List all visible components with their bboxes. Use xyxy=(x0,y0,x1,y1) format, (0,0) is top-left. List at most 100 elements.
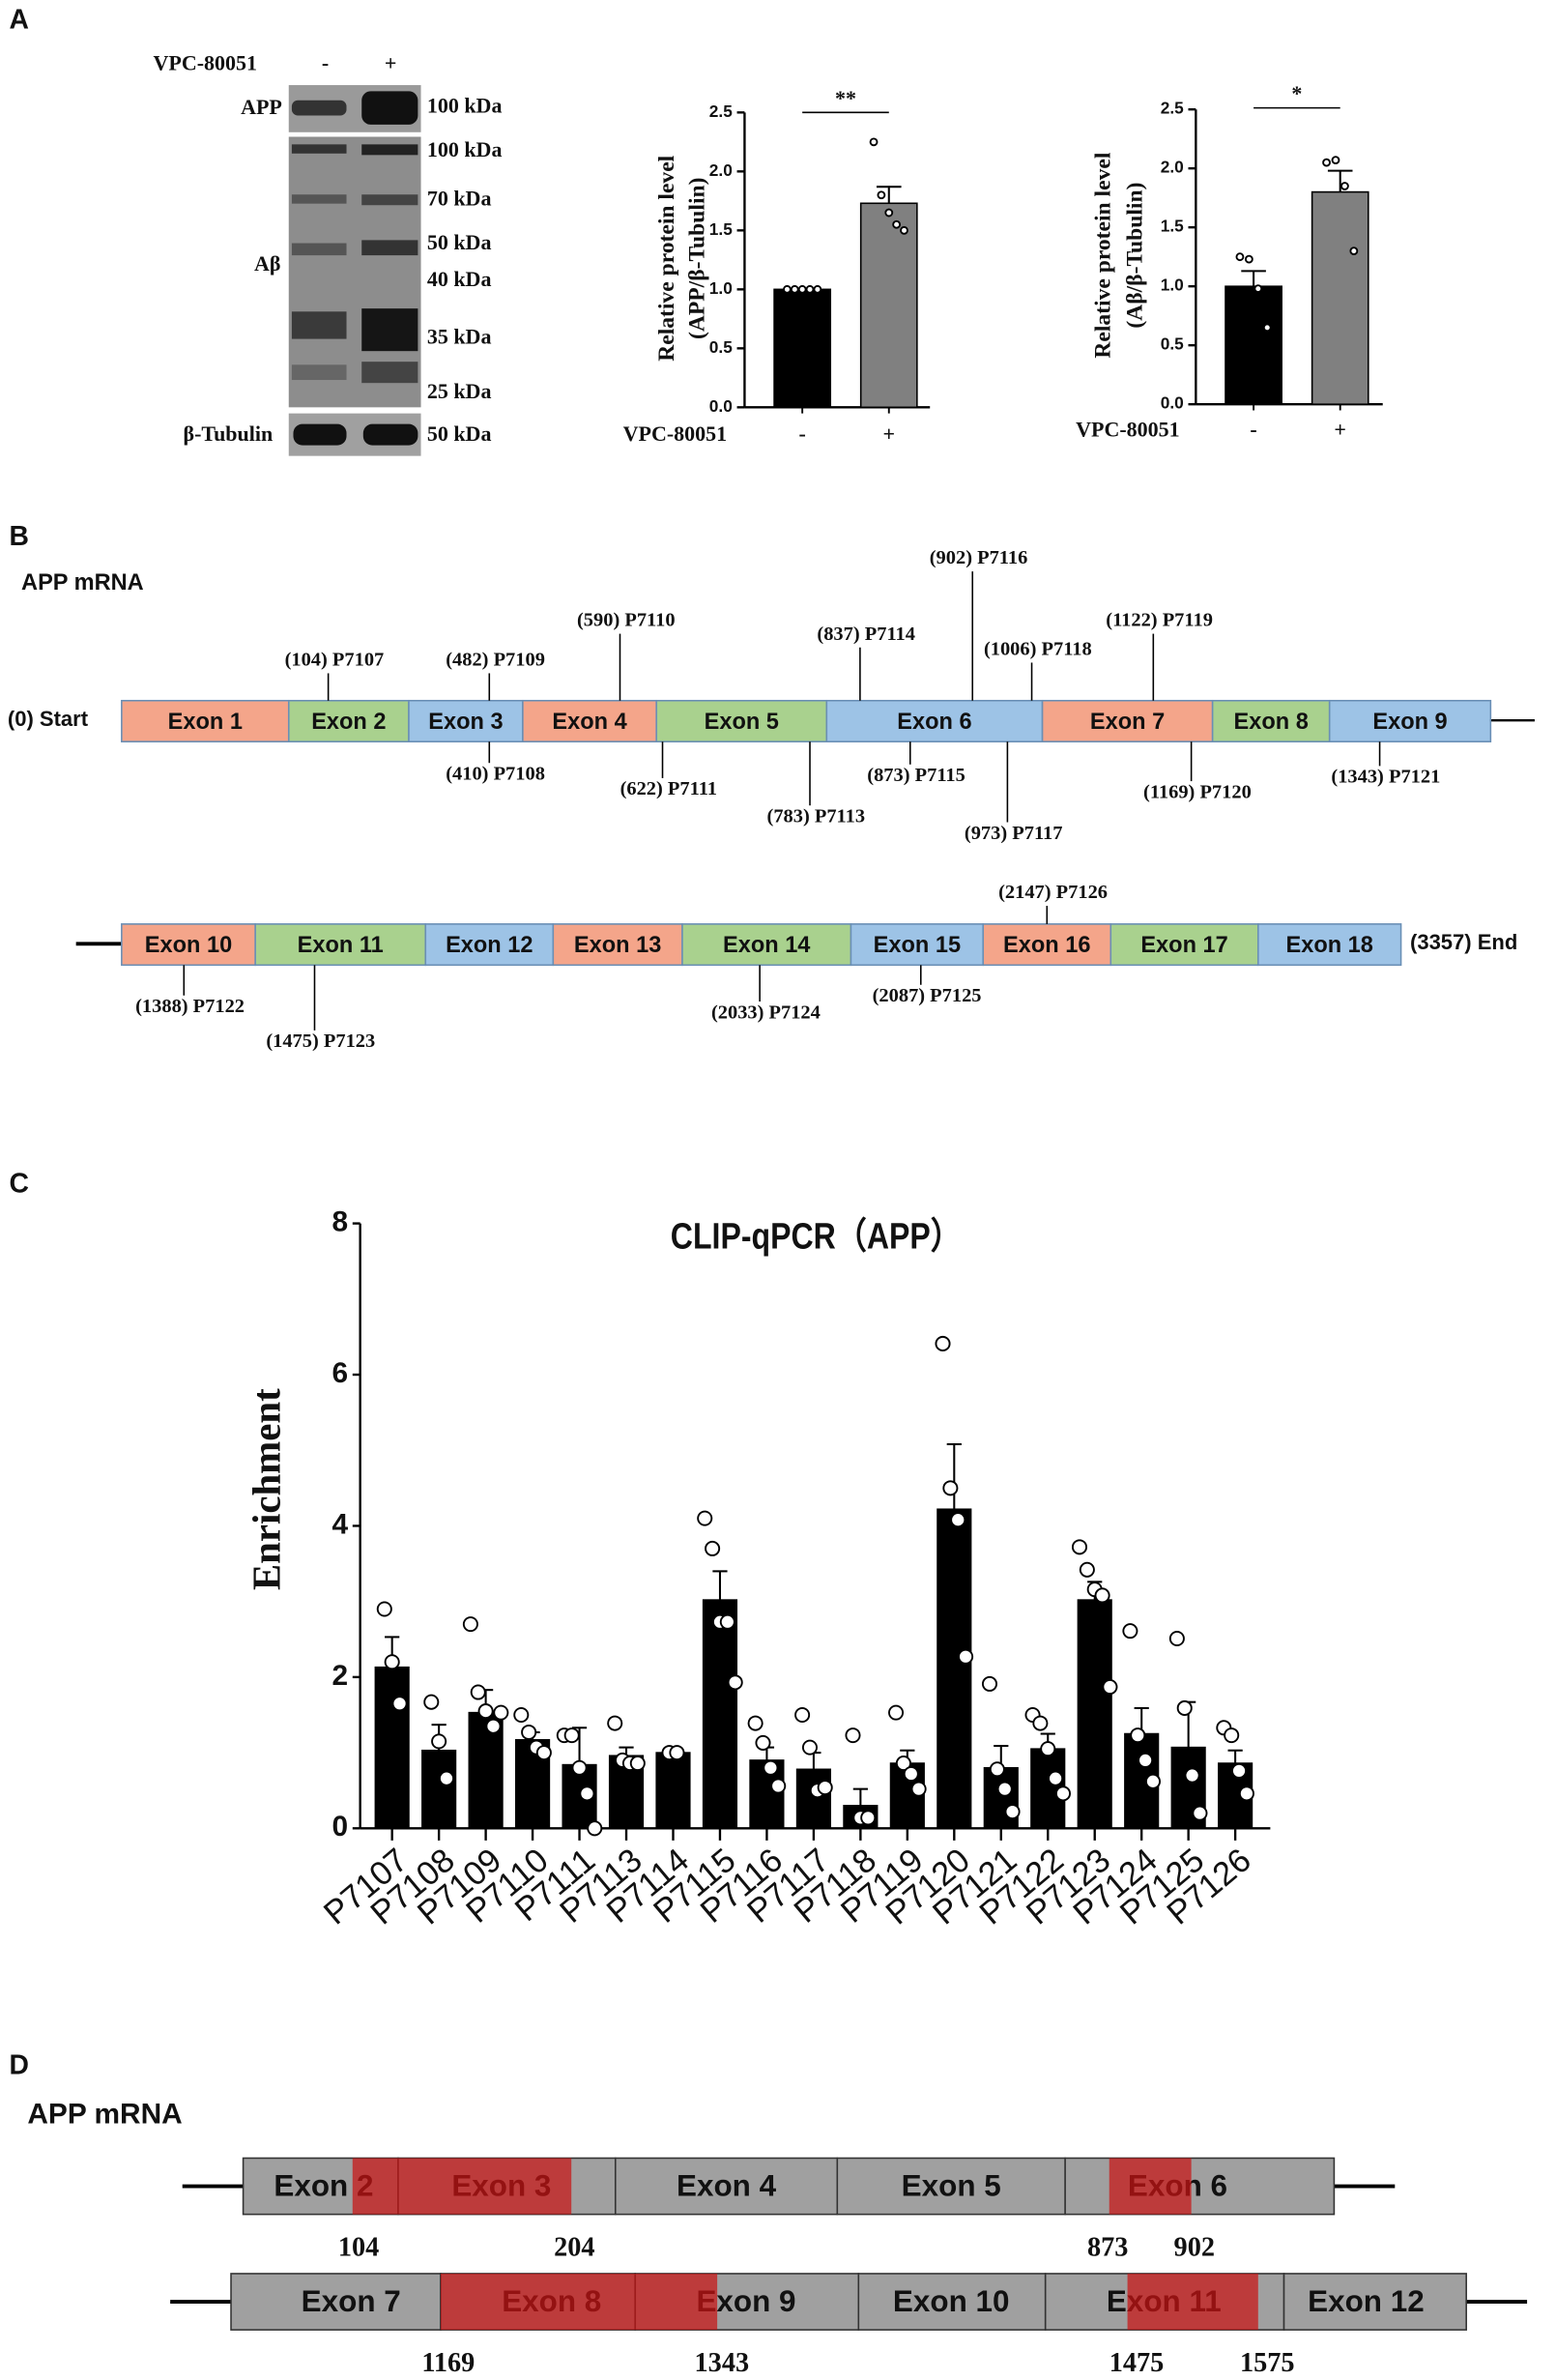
exon-label: Exon 17 xyxy=(1140,932,1227,957)
blot-band xyxy=(362,423,418,446)
primer-label: (2033) P7124 xyxy=(711,1001,821,1023)
exon xyxy=(121,699,290,742)
exon xyxy=(857,2273,1047,2331)
data-point xyxy=(888,1704,905,1721)
data-point xyxy=(813,284,822,294)
data-point xyxy=(950,1512,966,1528)
exon-label: Exon 12 xyxy=(446,932,533,957)
data-point xyxy=(794,1706,811,1724)
bar xyxy=(702,1599,738,1830)
primer-label: (1169) P7120 xyxy=(1143,781,1252,802)
exon xyxy=(121,923,256,967)
data-point xyxy=(845,1727,861,1744)
exon-label: Exon 10 xyxy=(893,2284,1010,2318)
y-tick-label: 1.5 xyxy=(1161,217,1184,236)
exon-label: Exon 6 xyxy=(897,709,971,734)
data-point xyxy=(935,1335,951,1351)
blot-band xyxy=(291,311,347,339)
site-label: 1343 xyxy=(695,2348,750,2378)
data-point xyxy=(1079,1561,1095,1578)
data-point xyxy=(910,1781,927,1797)
data-point xyxy=(513,1706,530,1724)
y-tick-label: 0.5 xyxy=(709,337,733,357)
site-label: 873 xyxy=(1087,2232,1128,2262)
data-point xyxy=(877,190,886,200)
exon-label: Exon 18 xyxy=(1285,932,1372,957)
exon xyxy=(850,923,985,967)
data-point xyxy=(1130,1727,1146,1744)
data-point xyxy=(485,1718,502,1734)
exon-label: Exon 7 xyxy=(302,2284,401,2318)
exon-label: Exon 8 xyxy=(1234,709,1309,734)
blot-row-label: β-Tubulin xyxy=(184,421,274,446)
data-point xyxy=(1048,1770,1064,1786)
blot-row-label: APP xyxy=(241,95,282,119)
y-tick-label: 6 xyxy=(331,1357,348,1389)
primer-label: (1122) P7119 xyxy=(1106,610,1213,631)
binding-region xyxy=(1127,2273,1258,2331)
primer-label: (837) P7114 xyxy=(817,624,915,645)
y-tick-label: 4 xyxy=(331,1508,348,1540)
data-point xyxy=(1262,323,1272,333)
data-point xyxy=(521,1724,537,1740)
exon-label: Exon 10 xyxy=(145,932,232,957)
site-label: 1575 xyxy=(1240,2348,1295,2378)
blot-band xyxy=(361,194,418,206)
data-point xyxy=(755,1734,771,1751)
data-point xyxy=(942,1480,959,1496)
exon-label: Exon 5 xyxy=(705,709,779,734)
x-tick-label: - xyxy=(1250,418,1256,442)
blot-marker: 50 kDa xyxy=(427,230,492,254)
x-axis-label: VPC-80051 xyxy=(1076,418,1180,442)
blot-band xyxy=(291,100,347,116)
blot-band xyxy=(293,423,347,446)
blot-marker: 100 kDa xyxy=(427,94,503,118)
exon xyxy=(287,699,410,742)
exon xyxy=(1328,699,1492,742)
map-title: APP mRNA xyxy=(21,569,144,595)
y-axis-label: Enrichment xyxy=(245,1388,288,1590)
data-point xyxy=(438,1770,455,1786)
primer-label: (590) P7110 xyxy=(577,610,676,631)
blot-treatment: VPC-80051 xyxy=(154,51,258,75)
site-label: 1169 xyxy=(421,2348,475,2378)
primer-label: (104) P7107 xyxy=(285,650,385,671)
exon-label: Exon 13 xyxy=(574,932,661,957)
y-tick-label: 0.0 xyxy=(709,396,733,416)
exon xyxy=(1041,699,1214,742)
blot-band xyxy=(361,362,418,384)
data-point xyxy=(607,1715,623,1731)
data-point xyxy=(1244,254,1253,264)
y-tick-label: 1.0 xyxy=(1161,276,1184,295)
y-tick-label: 8 xyxy=(331,1205,348,1237)
data-point xyxy=(1168,1630,1185,1647)
primer-label: (1388) P7122 xyxy=(135,996,245,1017)
primer-label: (1343) P7121 xyxy=(1331,767,1440,788)
data-point xyxy=(895,1756,911,1772)
y-tick-label: 1.5 xyxy=(709,219,733,239)
data-point xyxy=(805,284,815,294)
data-point xyxy=(884,208,894,218)
data-point xyxy=(727,1674,743,1691)
data-point xyxy=(869,137,879,147)
data-point xyxy=(719,1613,735,1630)
exon xyxy=(681,923,852,967)
primer-label: (783) P7113 xyxy=(767,806,866,827)
bar xyxy=(936,1508,972,1830)
y-axis-label: (APP/β-Tubulin) xyxy=(685,178,710,339)
data-point xyxy=(981,1675,998,1692)
bar xyxy=(1225,285,1282,405)
primer-label: (873) P7115 xyxy=(867,765,965,786)
data-point xyxy=(1138,1752,1154,1768)
primer-label: (410) P7108 xyxy=(446,763,545,784)
data-point xyxy=(1238,1785,1254,1802)
exon xyxy=(522,699,658,742)
exon xyxy=(982,923,1112,967)
data-point xyxy=(376,1601,392,1617)
data-point xyxy=(629,1756,646,1772)
primer-label: (1006) P7118 xyxy=(984,639,1092,660)
exon xyxy=(424,923,555,967)
data-point xyxy=(697,1510,713,1526)
blot-band xyxy=(361,144,418,156)
